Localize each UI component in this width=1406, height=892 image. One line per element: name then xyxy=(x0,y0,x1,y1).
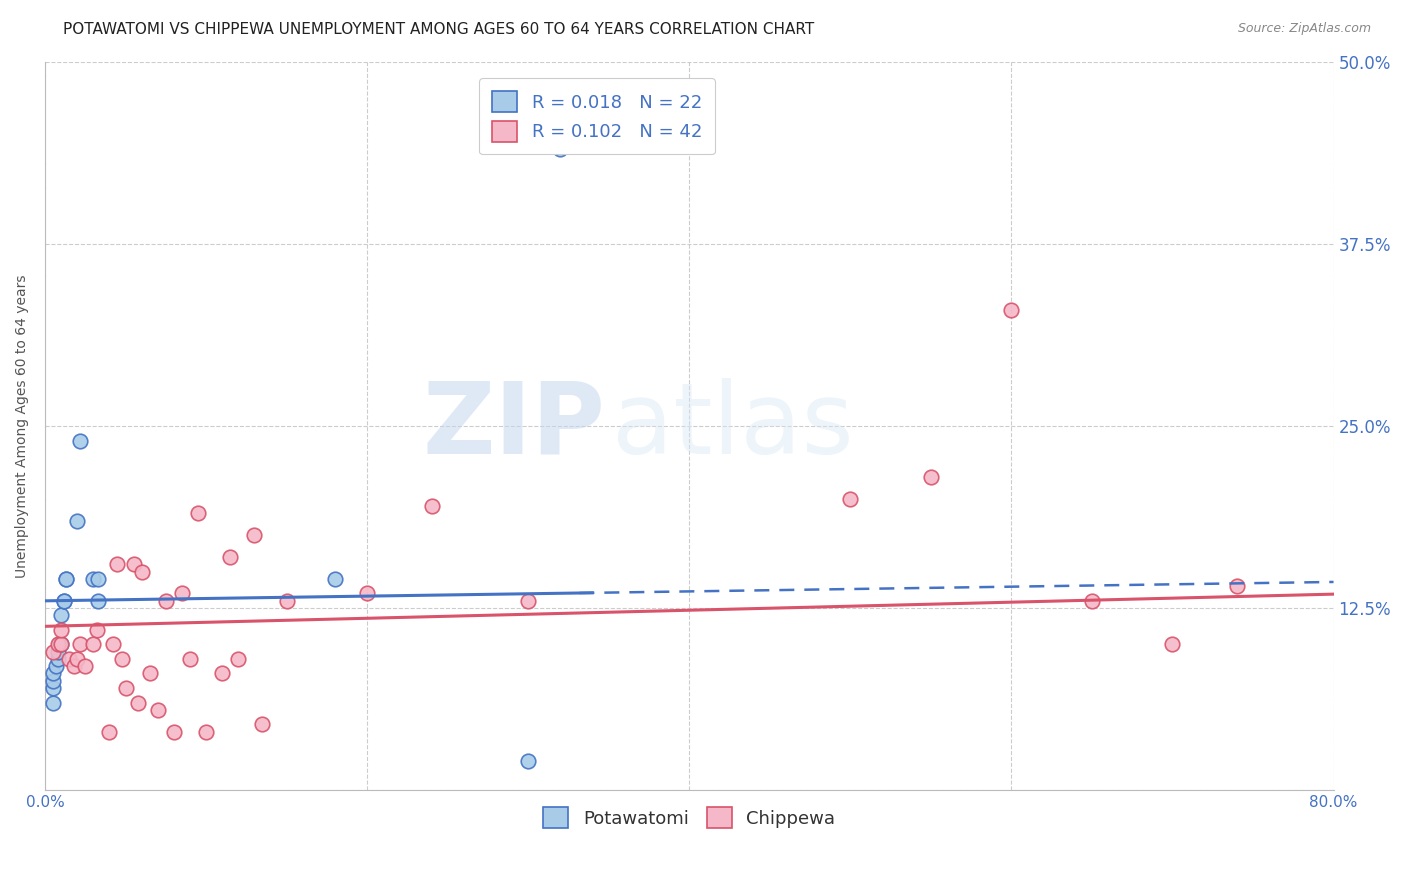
Point xyxy=(42,645,65,659)
Point xyxy=(114,681,136,695)
Point xyxy=(219,549,242,564)
Point xyxy=(243,528,266,542)
Point xyxy=(42,673,65,688)
Point xyxy=(107,558,129,572)
Point xyxy=(127,696,149,710)
Point xyxy=(211,666,233,681)
Point xyxy=(146,703,169,717)
Point xyxy=(48,637,70,651)
Point xyxy=(82,572,104,586)
Point xyxy=(49,608,72,623)
Point xyxy=(86,623,108,637)
Point xyxy=(1081,593,1104,607)
Point xyxy=(420,499,443,513)
Point xyxy=(49,623,72,637)
Point xyxy=(87,572,110,586)
Point xyxy=(517,593,540,607)
Point xyxy=(839,491,862,506)
Point xyxy=(550,143,572,157)
Point xyxy=(517,754,540,768)
Point xyxy=(226,652,249,666)
Point xyxy=(1161,637,1184,651)
Point xyxy=(53,593,76,607)
Point xyxy=(138,666,160,681)
Point xyxy=(131,565,153,579)
Point xyxy=(170,586,193,600)
Point xyxy=(49,637,72,651)
Point xyxy=(187,507,209,521)
Point xyxy=(155,593,177,607)
Point xyxy=(920,470,942,484)
Point xyxy=(45,659,67,673)
Point xyxy=(163,724,186,739)
Point xyxy=(49,637,72,651)
Point xyxy=(82,637,104,651)
Point xyxy=(356,586,378,600)
Point xyxy=(63,659,86,673)
Y-axis label: Unemployment Among Ages 60 to 64 years: Unemployment Among Ages 60 to 64 years xyxy=(15,274,30,578)
Point xyxy=(46,645,69,659)
Point xyxy=(252,717,274,731)
Legend: Potawatomi, Chippewa: Potawatomi, Chippewa xyxy=(536,800,842,836)
Point xyxy=(53,593,76,607)
Point xyxy=(55,572,77,586)
Point xyxy=(1000,302,1022,317)
Point xyxy=(98,724,121,739)
Point xyxy=(122,558,145,572)
Point xyxy=(66,652,89,666)
Point xyxy=(66,514,89,528)
Point xyxy=(276,593,298,607)
Point xyxy=(195,724,218,739)
Point xyxy=(179,652,201,666)
Point xyxy=(42,681,65,695)
Point xyxy=(323,572,346,586)
Point xyxy=(69,637,91,651)
Point xyxy=(46,652,69,666)
Point xyxy=(1226,579,1249,593)
Point xyxy=(42,696,65,710)
Point xyxy=(69,434,91,448)
Text: POTAWATOMI VS CHIPPEWA UNEMPLOYMENT AMONG AGES 60 TO 64 YEARS CORRELATION CHART: POTAWATOMI VS CHIPPEWA UNEMPLOYMENT AMON… xyxy=(63,22,814,37)
Text: ZIP: ZIP xyxy=(423,377,606,475)
Point xyxy=(58,652,80,666)
Text: atlas: atlas xyxy=(612,377,853,475)
Point xyxy=(87,593,110,607)
Point xyxy=(101,637,124,651)
Text: Source: ZipAtlas.com: Source: ZipAtlas.com xyxy=(1237,22,1371,36)
Point xyxy=(111,652,134,666)
Point xyxy=(55,572,77,586)
Point xyxy=(75,659,97,673)
Point xyxy=(42,666,65,681)
Point xyxy=(46,637,69,651)
